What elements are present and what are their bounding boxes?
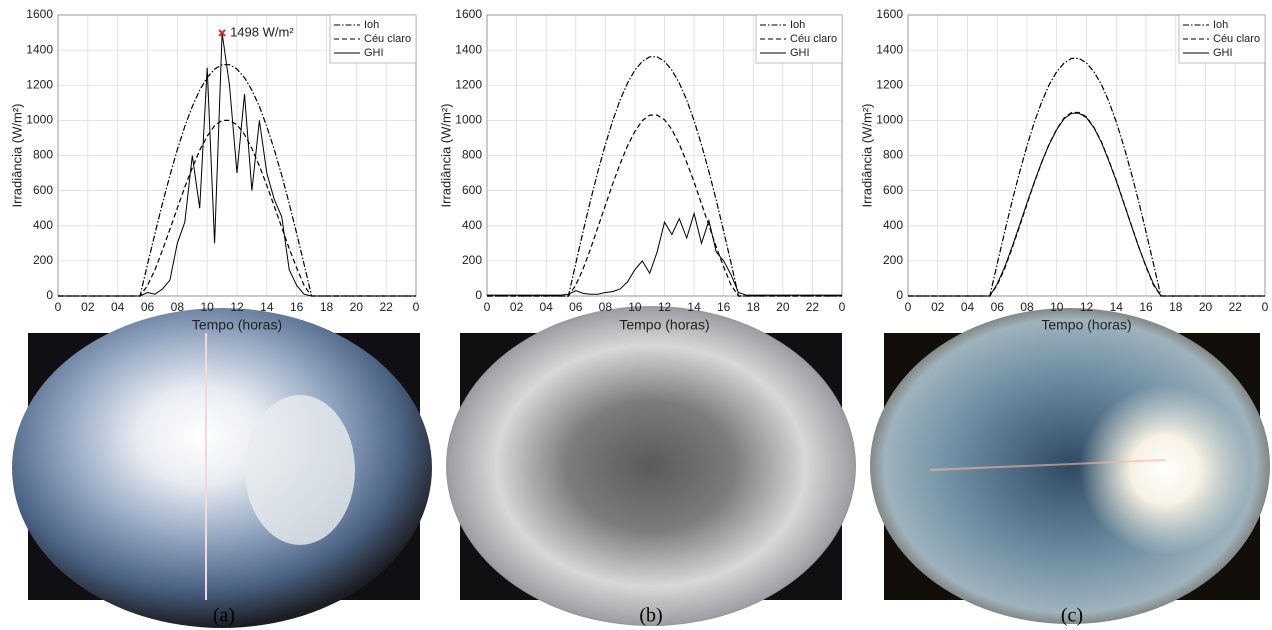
- x-tick-label: 14: [260, 300, 274, 314]
- x-axis-label: Tempo (horas): [619, 317, 709, 333]
- x-tick-label: 0: [1262, 300, 1269, 314]
- x-tick-label: 18: [320, 300, 334, 314]
- x-tick-label: 12: [1080, 300, 1094, 314]
- x-tick-label: 0: [413, 300, 420, 314]
- x-tick-label: 0: [839, 300, 846, 314]
- x-tick-label: 14: [1110, 300, 1124, 314]
- x-tick-label: 18: [1169, 300, 1183, 314]
- y-tick-label: 800: [462, 148, 482, 162]
- y-tick-label: 1200: [876, 77, 903, 91]
- plot-frame: [57, 14, 417, 297]
- annotation-label: 1498 W/m²: [230, 24, 294, 39]
- sky-photo-a: [12, 308, 432, 628]
- x-tick-label: 20: [1199, 300, 1213, 314]
- series-line: [487, 114, 842, 297]
- legend-label: Ioh: [1213, 19, 1228, 31]
- x-tick-label: 16: [717, 300, 731, 314]
- y-tick-label: 1200: [26, 77, 53, 91]
- legend-label: Céu claro: [790, 33, 837, 45]
- legend-label: GHI: [1213, 47, 1233, 59]
- y-tick-label: 1600: [455, 7, 482, 21]
- x-tick-label: 18: [747, 300, 761, 314]
- x-tick-label: 10: [200, 300, 214, 314]
- x-tick-label: 04: [111, 300, 125, 314]
- annotation-marker: [218, 29, 226, 37]
- y-tick-label: 600: [883, 183, 903, 197]
- y-axis-label: Irradiância (W/m²): [859, 103, 874, 207]
- sky-photo-c: [870, 308, 1270, 624]
- x-tick-label: 12: [230, 300, 244, 314]
- x-tick-label: 0: [905, 300, 912, 314]
- y-tick-label: 400: [883, 218, 903, 232]
- caption: (a): [213, 605, 235, 627]
- caption: (b): [639, 605, 662, 627]
- x-tick-label: 02: [81, 300, 95, 314]
- y-tick-label: 1400: [876, 42, 903, 56]
- y-tick-label: 0: [46, 288, 53, 302]
- x-tick-label: 16: [1139, 300, 1153, 314]
- x-tick-label: 20: [776, 300, 790, 314]
- y-tick-label: 1600: [876, 7, 903, 21]
- x-tick-label: 04: [961, 300, 975, 314]
- legend-label: Ioh: [790, 19, 805, 31]
- y-tick-label: 1600: [26, 7, 53, 21]
- x-tick-label: 06: [569, 300, 583, 314]
- legend-label: Céu claro: [1213, 33, 1260, 45]
- sky-photo-b: [446, 306, 856, 626]
- y-tick-label: 1400: [26, 42, 53, 56]
- y-tick-label: 0: [475, 288, 482, 302]
- x-axis-label: Tempo (horas): [1041, 317, 1131, 333]
- y-tick-label: 200: [883, 253, 903, 267]
- x-tick-label: 22: [806, 300, 820, 314]
- x-tick-label: 02: [931, 300, 945, 314]
- y-tick-label: 600: [33, 183, 53, 197]
- y-tick-label: 0: [896, 288, 903, 302]
- x-tick-label: 08: [171, 300, 185, 314]
- y-tick-label: 800: [33, 148, 53, 162]
- x-tick-label: 04: [539, 300, 553, 314]
- series-line: [487, 211, 842, 296]
- y-tick-label: 600: [462, 183, 482, 197]
- y-tick-label: 1400: [455, 42, 482, 56]
- legend-label: Ioh: [364, 19, 379, 31]
- x-tick-label: 22: [379, 300, 393, 314]
- x-tick-label: 0: [484, 300, 491, 314]
- x-tick-label: 12: [658, 300, 672, 314]
- plot-frame: [486, 14, 843, 297]
- x-tick-label: 02: [510, 300, 524, 314]
- y-tick-label: 1000: [26, 113, 53, 127]
- caption: (c): [1061, 605, 1083, 627]
- x-tick-label: 10: [1050, 300, 1064, 314]
- legend-label: GHI: [364, 47, 384, 59]
- x-tick-label: 10: [628, 300, 642, 314]
- x-tick-label: 06: [991, 300, 1005, 314]
- x-tick-label: 08: [1020, 300, 1034, 314]
- y-axis-label: Irradiância (W/m²): [438, 103, 453, 207]
- legend-label: Céu claro: [364, 33, 411, 45]
- x-tick-label: 22: [1229, 300, 1243, 314]
- x-tick-label: 16: [290, 300, 304, 314]
- y-tick-label: 400: [462, 218, 482, 232]
- x-tick-label: 08: [599, 300, 613, 314]
- x-tick-label: 20: [350, 300, 364, 314]
- series-line: [58, 32, 416, 297]
- x-axis-label: Tempo (horas): [192, 317, 282, 333]
- y-tick-label: 1200: [455, 77, 482, 91]
- x-tick-label: 0: [55, 300, 62, 314]
- y-tick-label: 1000: [455, 113, 482, 127]
- plot-frame: [907, 14, 1266, 297]
- y-tick-label: 200: [33, 253, 53, 267]
- y-axis-label: Irradiância (W/m²): [9, 103, 24, 207]
- y-tick-label: 1000: [876, 113, 903, 127]
- y-tick-label: 800: [883, 148, 903, 162]
- y-tick-label: 200: [462, 253, 482, 267]
- series-line: [908, 112, 1265, 297]
- x-tick-label: 14: [687, 300, 701, 314]
- legend-label: GHI: [790, 47, 810, 59]
- y-tick-label: 400: [33, 218, 53, 232]
- x-tick-label: 06: [141, 300, 155, 314]
